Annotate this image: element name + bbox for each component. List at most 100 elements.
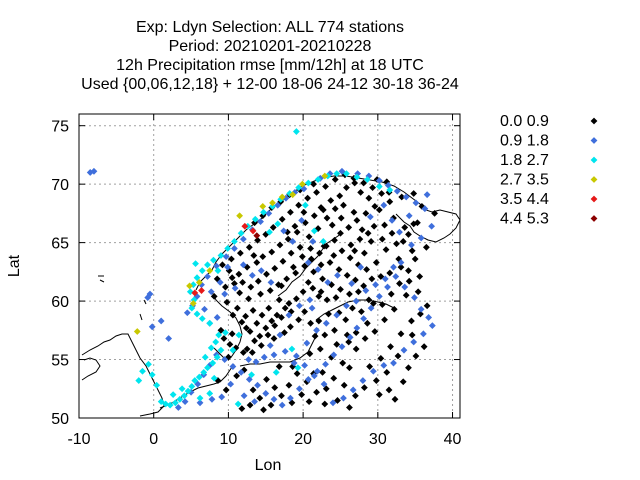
data-point-series-2	[270, 395, 278, 403]
data-point-series-1	[262, 324, 270, 332]
data-point-series-2	[384, 181, 392, 189]
data-point-series-1	[313, 388, 320, 396]
legend-label-1: 0.0 0.9	[500, 113, 549, 130]
data-point-series-2	[262, 390, 270, 397]
data-point-series-3	[153, 381, 161, 389]
data-point-series-3	[198, 315, 206, 323]
data-point-series-2	[222, 253, 230, 261]
coastline-continent	[159, 363, 235, 409]
data-point-series-1	[317, 204, 325, 211]
data-point-series-3	[260, 208, 267, 216]
data-point-series-1	[316, 249, 323, 257]
coastline-scandinavia	[195, 175, 461, 291]
data-point-series-3	[204, 364, 211, 372]
data-point-series-1	[285, 381, 293, 389]
data-point-series-4	[195, 278, 203, 286]
data-point-series-1	[254, 277, 262, 285]
data-point-series-4	[269, 199, 276, 207]
legend: 0.0 0.9 0.9 1.8 1.8 2.7 2.7 3.5 3.5 4.4 4.4 5…	[500, 113, 598, 228]
data-point-series-2	[148, 323, 156, 331]
data-point-series-1	[390, 305, 398, 313]
data-point-series-2	[322, 319, 330, 327]
data-point-series-1	[301, 219, 309, 227]
data-point-series-1	[372, 377, 380, 384]
data-point-series-3	[229, 346, 237, 354]
data-point-series-1	[382, 246, 390, 254]
data-point-series-3	[213, 353, 221, 361]
data-point-series-1	[346, 404, 353, 411]
data-point-series-2	[239, 261, 247, 269]
data-point-series-1	[397, 263, 405, 271]
data-point-series-1	[352, 392, 359, 400]
data-point-series-1	[310, 212, 318, 220]
data-point-series-3	[274, 220, 282, 228]
data-point-series-2	[237, 369, 245, 376]
data-point-series-2	[304, 259, 312, 266]
data-point-series-1	[322, 385, 330, 393]
data-point-series-1	[278, 215, 286, 223]
data-point-series-1	[259, 253, 267, 261]
data-point-series-1	[301, 308, 309, 315]
data-point-series-2	[392, 273, 400, 280]
data-point-series-2	[304, 376, 312, 383]
data-point-series-1	[307, 245, 314, 252]
data-point-series-3	[266, 228, 273, 236]
data-point-series-2	[412, 199, 420, 207]
data-point-series-1	[381, 221, 388, 229]
data-point-series-1	[243, 345, 251, 353]
data-point-series-3	[176, 395, 184, 403]
data-point-series-1	[264, 331, 272, 339]
data-point-series-3	[292, 128, 300, 135]
data-point-series-2	[357, 263, 365, 271]
data-point-series-1	[235, 270, 243, 278]
data-point-series-1	[431, 209, 438, 217]
data-point-series-2	[320, 380, 328, 388]
data-point-series-1	[367, 238, 375, 245]
data-point-series-2	[201, 305, 208, 313]
data-point-series-3	[269, 202, 276, 210]
data-point-series-1	[248, 349, 256, 356]
data-point-series-2	[306, 296, 314, 304]
data-point-series-2	[231, 284, 239, 292]
data-point-series-2	[213, 262, 220, 270]
data-point-series-1	[364, 229, 372, 237]
data-point-series-1	[342, 316, 350, 324]
data-point-series-1	[217, 326, 225, 334]
data-point-series-1	[362, 209, 370, 217]
data-point-series-1	[357, 308, 365, 315]
data-point-series-1	[387, 343, 394, 351]
data-point-series-2	[90, 167, 98, 175]
data-point-series-2	[196, 399, 204, 407]
data-point-series-2	[198, 281, 205, 289]
data-point-series-1	[351, 247, 359, 255]
data-point-series-1	[307, 319, 314, 327]
data-point-series-3	[230, 238, 238, 245]
data-point-series-2	[397, 259, 405, 266]
data-point-series-1	[245, 295, 252, 303]
data-point-series-2	[367, 304, 375, 312]
data-point-series-1	[257, 290, 264, 298]
data-point-series-1	[410, 190, 418, 197]
data-point-series-1	[247, 283, 255, 291]
data-point-series-2	[265, 209, 273, 217]
data-point-series-3	[184, 387, 192, 395]
data-point-series-3	[162, 400, 170, 408]
data-point-series-3	[277, 195, 285, 203]
data-point-series-1	[340, 381, 348, 389]
data-point-series-1	[393, 240, 400, 248]
data-point-series-1	[346, 290, 353, 298]
data-point-series-1	[378, 190, 385, 197]
data-point-series-1	[388, 229, 396, 237]
data-point-series-1	[271, 322, 279, 330]
data-point-series-3	[196, 394, 204, 402]
data-point-series-1	[304, 194, 311, 202]
data-point-series-2	[421, 205, 429, 213]
data-point-series-1	[290, 263, 297, 271]
data-point-series-1	[345, 224, 353, 231]
data-point-series-1	[401, 224, 409, 231]
data-point-series-2	[419, 330, 427, 338]
data-point-series-1	[405, 277, 413, 285]
data-point-series-1	[340, 201, 347, 209]
data-point-series-1	[365, 194, 373, 202]
data-point-series-1	[266, 287, 274, 294]
